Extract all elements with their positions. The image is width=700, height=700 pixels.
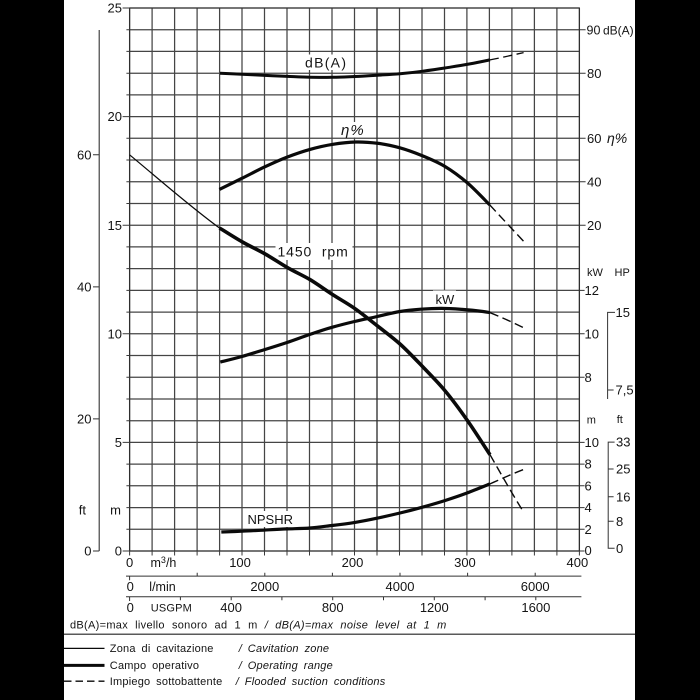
- svg-text:6000: 6000: [521, 579, 550, 594]
- svg-text:kW: kW: [436, 292, 456, 307]
- svg-text:20: 20: [108, 109, 122, 124]
- svg-text:4: 4: [585, 500, 592, 515]
- svg-text:10: 10: [585, 326, 599, 341]
- svg-text:HP: HP: [615, 267, 630, 279]
- svg-text:800: 800: [322, 600, 344, 615]
- svg-text:300: 300: [454, 555, 476, 570]
- svg-text:5: 5: [115, 435, 122, 450]
- svg-text:dB(A): dB(A): [305, 54, 347, 70]
- svg-text:1450 rpm: 1450 rpm: [278, 244, 349, 260]
- svg-text:90: 90: [587, 23, 601, 37]
- svg-text:Campo operativo: Campo operativo: [110, 660, 199, 672]
- svg-text:60: 60: [77, 147, 91, 162]
- svg-text:ft: ft: [79, 503, 87, 518]
- svg-text:2000: 2000: [250, 579, 279, 594]
- svg-text:6: 6: [585, 478, 592, 493]
- svg-text:25: 25: [616, 462, 630, 477]
- svg-text:15: 15: [616, 305, 630, 320]
- svg-text:2: 2: [585, 522, 592, 537]
- svg-text:15: 15: [108, 218, 122, 233]
- svg-text:NPSHR: NPSHR: [248, 512, 294, 527]
- svg-text:kW: kW: [587, 267, 604, 279]
- svg-text:0: 0: [115, 544, 122, 559]
- svg-text:8: 8: [616, 514, 623, 529]
- svg-text:USGPM: USGPM: [151, 603, 192, 615]
- svg-text:40: 40: [77, 280, 91, 295]
- svg-text:25: 25: [108, 1, 122, 16]
- svg-text:60: 60: [587, 131, 601, 146]
- svg-text:0: 0: [127, 579, 134, 594]
- svg-text:400: 400: [220, 600, 242, 615]
- svg-text:16: 16: [616, 489, 630, 504]
- svg-text:m3/h: m3/h: [151, 555, 177, 570]
- svg-text:20: 20: [77, 412, 91, 427]
- svg-text:400: 400: [567, 555, 589, 570]
- svg-text:0: 0: [585, 543, 592, 558]
- svg-text:η%: η%: [341, 122, 365, 139]
- svg-text:0: 0: [127, 600, 134, 615]
- svg-text:/ Cavitation zone: / Cavitation zone: [238, 643, 330, 655]
- svg-text:/ Flooded suction conditions: / Flooded suction conditions: [235, 676, 386, 688]
- svg-text:4000: 4000: [386, 579, 415, 594]
- svg-text:0: 0: [84, 544, 91, 559]
- svg-text:0: 0: [616, 541, 623, 556]
- svg-text:Zona di cavitazione: Zona di cavitazione: [110, 643, 214, 655]
- svg-text:100: 100: [229, 555, 251, 570]
- svg-text:7,5: 7,5: [616, 383, 634, 398]
- svg-text:8: 8: [585, 370, 592, 385]
- svg-text:1600: 1600: [521, 600, 550, 615]
- svg-text:10: 10: [585, 435, 599, 450]
- svg-text:20: 20: [587, 218, 601, 233]
- svg-text:0: 0: [126, 555, 133, 570]
- svg-text:12: 12: [585, 283, 599, 298]
- svg-text:ft: ft: [617, 414, 623, 426]
- svg-text:m: m: [110, 503, 121, 518]
- svg-text:200: 200: [342, 555, 364, 570]
- svg-text:η%: η%: [607, 130, 627, 146]
- svg-text:dB(A): dB(A): [603, 23, 634, 37]
- svg-text:80: 80: [587, 66, 601, 81]
- svg-text:10: 10: [108, 326, 122, 341]
- svg-text:Impiego sottobattente: Impiego sottobattente: [110, 676, 223, 688]
- svg-text:/ Operating range: / Operating range: [238, 660, 333, 672]
- svg-text:8: 8: [585, 457, 592, 472]
- svg-text:1200: 1200: [420, 600, 449, 615]
- svg-text:dB(A)=max livello sonoro ad 1: dB(A)=max livello sonoro ad 1 m / dB(A)=…: [70, 620, 447, 632]
- svg-text:33: 33: [616, 435, 630, 450]
- svg-text:l/min: l/min: [149, 580, 175, 594]
- svg-text:40: 40: [587, 174, 601, 189]
- svg-text:m: m: [587, 415, 596, 427]
